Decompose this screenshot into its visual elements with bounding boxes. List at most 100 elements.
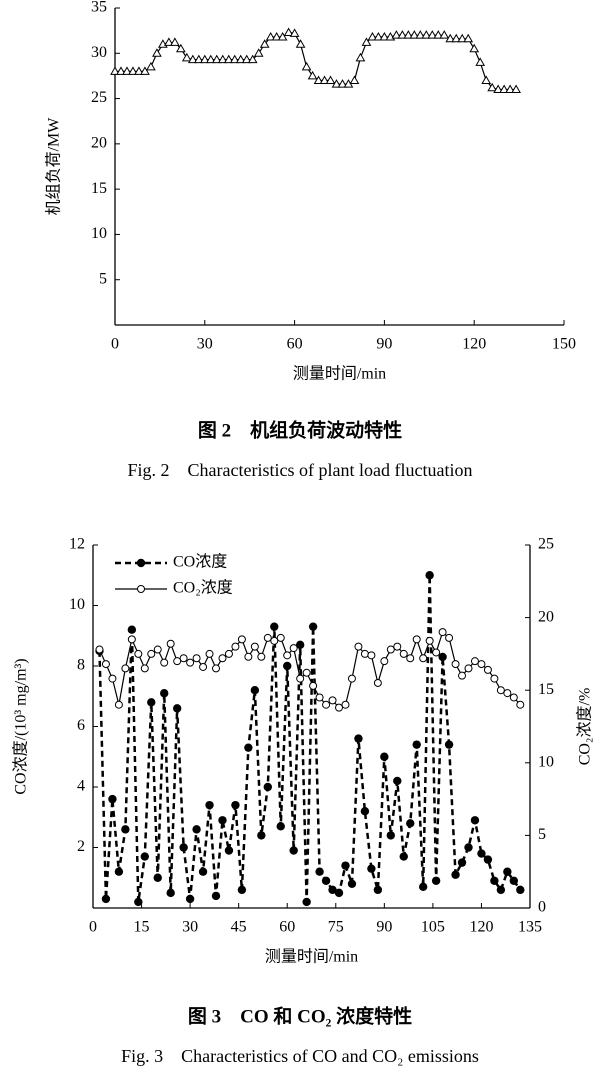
x-axis-label: 测量时间/min (293, 365, 386, 383)
point (481, 75, 492, 84)
point (315, 867, 324, 876)
point (313, 75, 324, 84)
x-tick-label: 75 (328, 919, 344, 936)
point (231, 800, 240, 810)
point (205, 649, 214, 658)
point (349, 75, 360, 84)
point (308, 622, 318, 631)
caption-en: Fig. 2 Characteristics of plant load flu… (128, 460, 473, 480)
point (121, 825, 130, 834)
x-tick-label: 0 (89, 919, 97, 936)
point (380, 752, 389, 761)
point (134, 897, 143, 907)
x-tick-label: 60 (287, 336, 303, 353)
point (438, 628, 447, 637)
point (276, 822, 285, 831)
point (237, 635, 246, 644)
point (499, 84, 509, 94)
point (283, 651, 292, 660)
point (172, 704, 182, 713)
point (175, 43, 186, 53)
series-line (98, 575, 522, 903)
x-tick-label: 135 (518, 919, 542, 936)
point (386, 831, 396, 840)
point (490, 674, 499, 683)
caption-en: Fig. 3 Characteristics of CO and CO₂ emi… (121, 1046, 479, 1066)
point (122, 66, 132, 75)
point (270, 622, 279, 631)
point (511, 84, 521, 94)
point (409, 30, 420, 39)
point (283, 661, 292, 671)
point (235, 54, 246, 64)
point (451, 660, 460, 669)
point (406, 819, 415, 828)
point (341, 700, 350, 709)
point (289, 28, 300, 37)
y-axis-label: CO浓度/(10³ mg/m³) (12, 658, 30, 794)
point (301, 61, 312, 71)
point (108, 794, 117, 804)
point (134, 649, 143, 658)
point (315, 693, 324, 702)
point (470, 816, 480, 825)
y2-tick-label: 5 (538, 826, 546, 843)
point (160, 658, 169, 667)
point (386, 645, 395, 654)
point (360, 807, 370, 816)
point (393, 776, 402, 786)
point (425, 571, 434, 580)
point (470, 657, 479, 666)
y-tick-label: 20 (91, 135, 107, 152)
x-tick-label: 120 (469, 919, 493, 936)
y-tick-label: 12 (69, 536, 85, 553)
point (445, 33, 456, 43)
point (373, 678, 382, 687)
point (166, 888, 175, 898)
point (153, 645, 162, 654)
point (347, 674, 356, 683)
point (503, 689, 512, 698)
point (101, 660, 110, 669)
point (347, 879, 357, 888)
point (331, 79, 342, 88)
x-tick-label: 150 (552, 336, 576, 353)
point (445, 633, 454, 642)
point (393, 642, 402, 651)
point (380, 657, 389, 666)
point (464, 843, 473, 852)
point (361, 37, 372, 46)
x-tick-label: 120 (462, 336, 486, 353)
x-tick-label: 15 (134, 919, 150, 936)
point (116, 66, 126, 75)
point (307, 70, 318, 80)
point (205, 54, 216, 64)
point (334, 888, 344, 898)
point (477, 849, 486, 858)
point (355, 52, 366, 62)
point (367, 31, 378, 41)
point (276, 633, 285, 642)
point (241, 54, 252, 64)
point (335, 703, 344, 712)
point (283, 27, 294, 36)
point (146, 61, 156, 71)
point (483, 855, 493, 864)
point (211, 891, 221, 901)
point (250, 686, 260, 695)
point (289, 644, 298, 653)
y-tick-label: 30 (91, 44, 107, 61)
x-tick-label: 45 (231, 919, 247, 936)
point (95, 645, 104, 654)
x-tick-label: 105 (421, 919, 445, 936)
point (101, 894, 111, 904)
point (341, 861, 350, 870)
point (354, 642, 363, 651)
point (186, 658, 195, 667)
y-tick-label: 10 (91, 225, 107, 242)
y2-axis-label: CO₂浓度/% (576, 688, 594, 766)
point (153, 873, 162, 882)
point (114, 700, 123, 709)
point (179, 843, 188, 852)
point (295, 640, 305, 650)
